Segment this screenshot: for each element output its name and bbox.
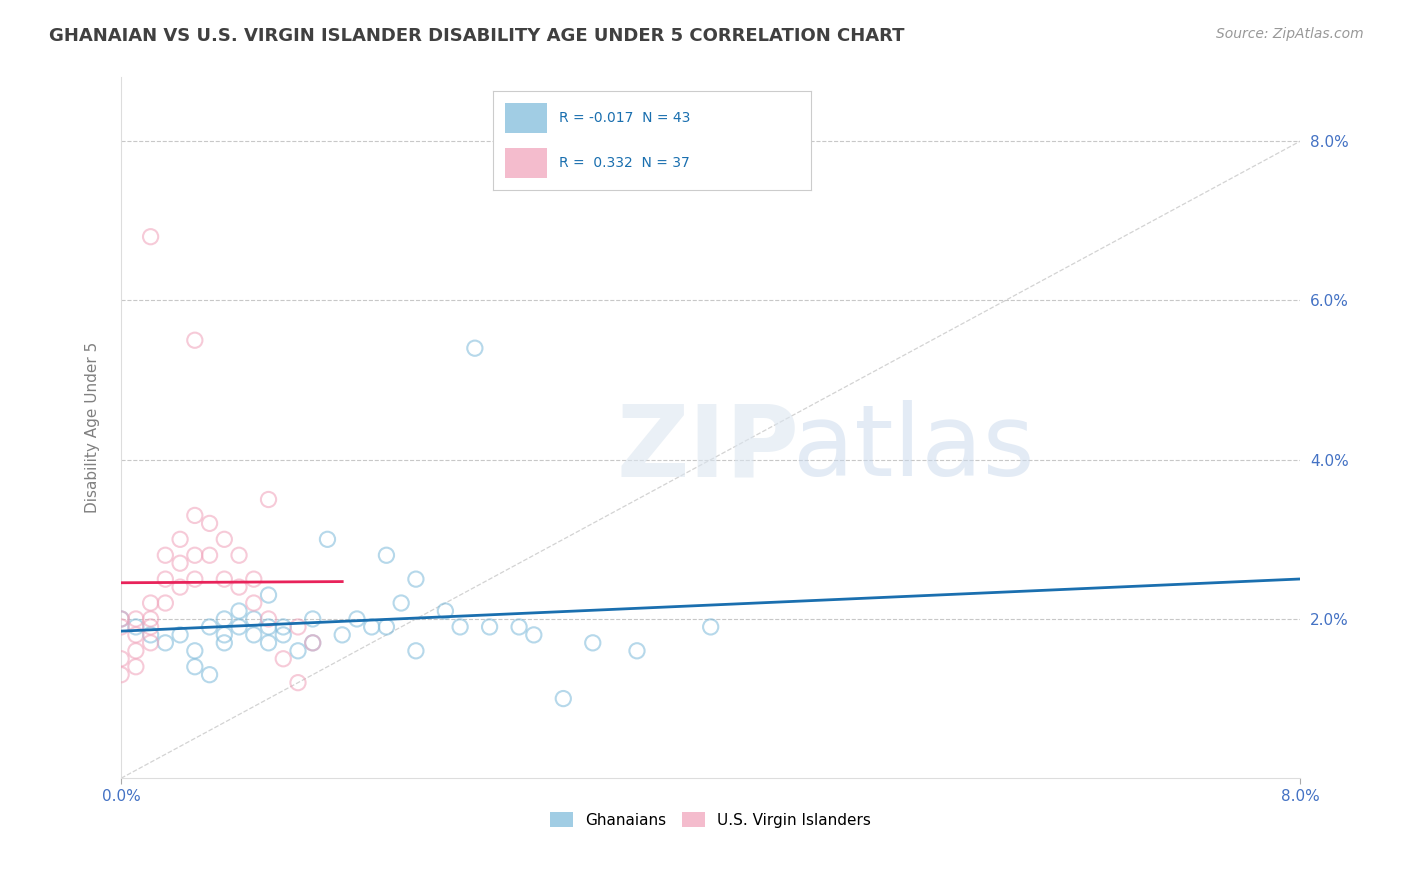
Point — [125, 644, 148, 658]
Point — [242, 628, 264, 642]
Point — [155, 596, 177, 610]
Point — [139, 628, 162, 642]
Point — [523, 628, 546, 642]
Point — [301, 612, 323, 626]
Point — [257, 636, 280, 650]
Text: GHANAIAN VS U.S. VIRGIN ISLANDER DISABILITY AGE UNDER 5 CORRELATION CHART: GHANAIAN VS U.S. VIRGIN ISLANDER DISABIL… — [49, 27, 904, 45]
Text: ZIP: ZIP — [616, 401, 799, 498]
Point — [110, 612, 132, 626]
Point — [405, 644, 427, 658]
Point — [626, 644, 648, 658]
Point — [464, 341, 486, 355]
Point — [287, 620, 309, 634]
Point — [214, 572, 236, 586]
Point — [228, 620, 250, 634]
Point — [478, 620, 501, 634]
Point — [184, 548, 207, 562]
Point — [198, 516, 221, 531]
Point — [198, 667, 221, 681]
Point — [346, 612, 368, 626]
Point — [169, 628, 191, 642]
Point — [228, 604, 250, 618]
Point — [228, 580, 250, 594]
Point — [242, 572, 264, 586]
Point — [214, 636, 236, 650]
Point — [214, 628, 236, 642]
Point — [271, 652, 294, 666]
Point — [301, 636, 323, 650]
Point — [699, 620, 721, 634]
Point — [139, 612, 162, 626]
Point — [257, 588, 280, 602]
Point — [184, 659, 207, 673]
Point — [184, 333, 207, 347]
Point — [257, 620, 280, 634]
Point — [169, 556, 191, 570]
Point — [214, 533, 236, 547]
Point — [242, 612, 264, 626]
Point — [139, 596, 162, 610]
Point — [125, 628, 148, 642]
Point — [301, 636, 323, 650]
Point — [139, 620, 162, 634]
Point — [125, 659, 148, 673]
Point — [139, 229, 162, 244]
Point — [125, 620, 148, 634]
Point — [169, 580, 191, 594]
Point — [271, 620, 294, 634]
Point — [330, 628, 353, 642]
Point — [184, 644, 207, 658]
Text: atlas: atlas — [793, 401, 1035, 498]
Point — [110, 667, 132, 681]
Point — [375, 548, 398, 562]
Point — [242, 596, 264, 610]
Point — [184, 508, 207, 523]
Text: Source: ZipAtlas.com: Source: ZipAtlas.com — [1216, 27, 1364, 41]
Point — [139, 636, 162, 650]
Point — [316, 533, 339, 547]
Point — [271, 628, 294, 642]
Point — [287, 644, 309, 658]
Point — [110, 612, 132, 626]
Point — [508, 620, 530, 634]
Point — [125, 612, 148, 626]
Point — [375, 620, 398, 634]
Point — [434, 604, 457, 618]
Point — [184, 572, 207, 586]
Point — [389, 596, 412, 610]
Point — [110, 620, 132, 634]
Point — [553, 691, 575, 706]
Point — [287, 675, 309, 690]
Point — [155, 636, 177, 650]
Point — [405, 572, 427, 586]
Legend: Ghanaians, U.S. Virgin Islanders: Ghanaians, U.S. Virgin Islanders — [544, 805, 877, 834]
Point — [449, 620, 471, 634]
Point — [228, 548, 250, 562]
Point — [198, 620, 221, 634]
Point — [110, 652, 132, 666]
Point — [214, 612, 236, 626]
Point — [169, 533, 191, 547]
Y-axis label: Disability Age Under 5: Disability Age Under 5 — [86, 343, 100, 514]
Point — [155, 548, 177, 562]
Point — [198, 548, 221, 562]
Point — [582, 636, 605, 650]
Point — [257, 612, 280, 626]
Point — [155, 572, 177, 586]
Point — [360, 620, 382, 634]
Point — [257, 492, 280, 507]
